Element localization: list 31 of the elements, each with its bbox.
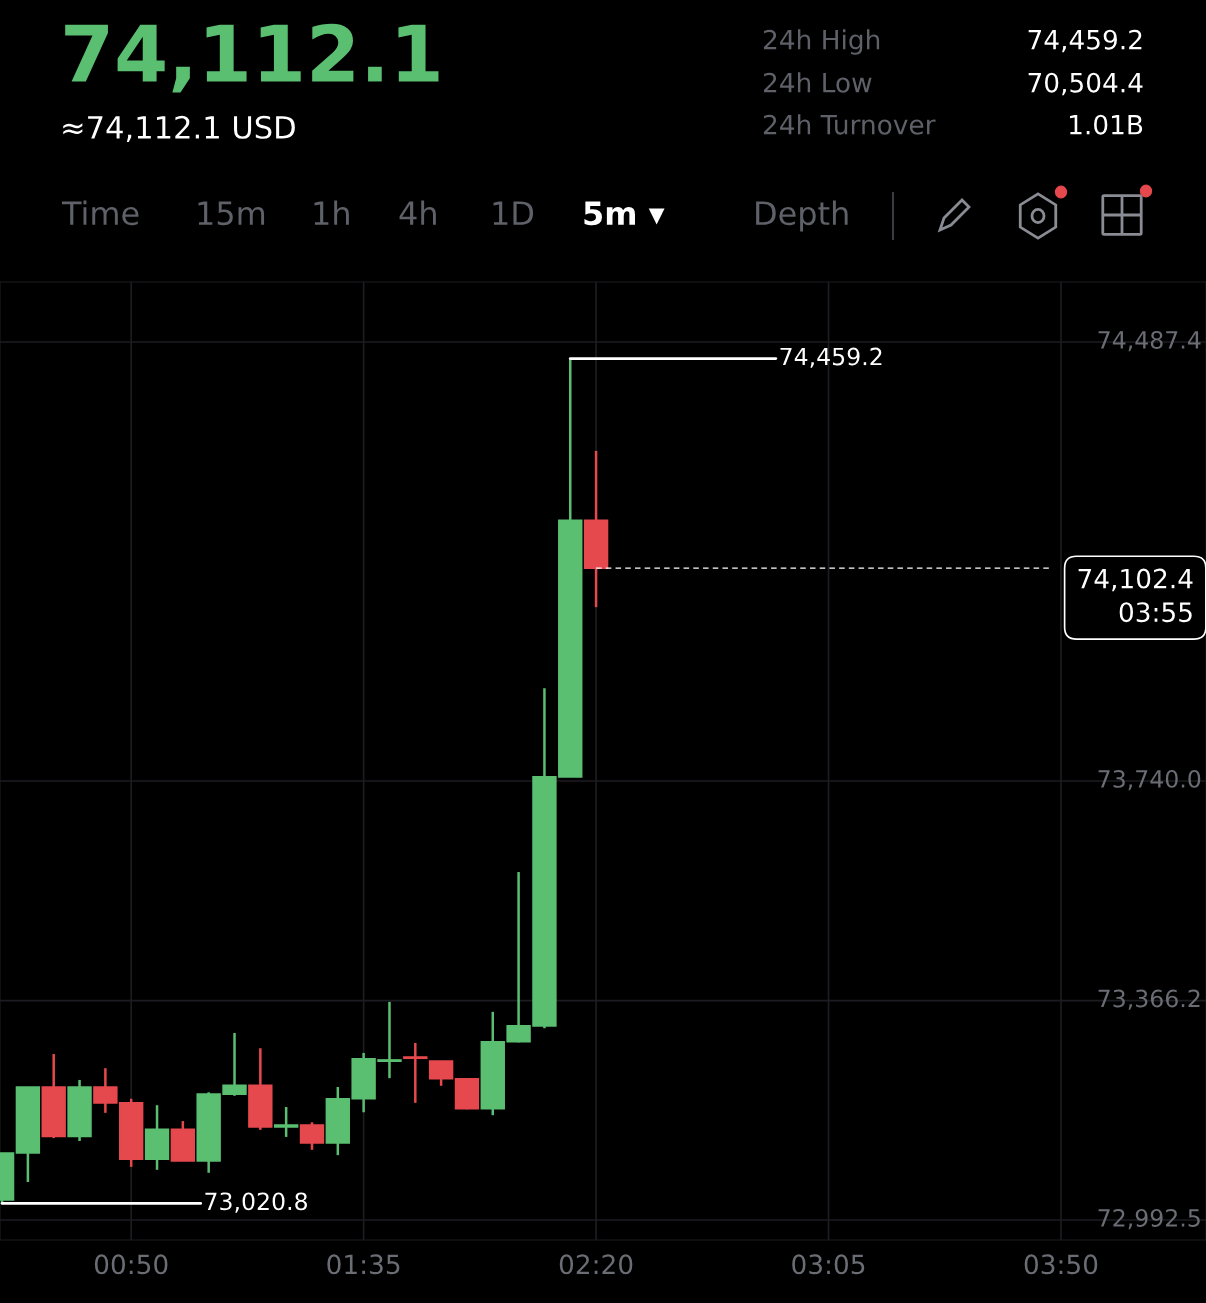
x-tick-label: 01:35 bbox=[327, 1254, 400, 1275]
text: 15m bbox=[198, 201, 265, 226]
text: 24h High bbox=[763, 29, 880, 55]
annotation: 74,459.2 bbox=[780, 347, 882, 368]
y-tick-label: 72,992.5 bbox=[1098, 1209, 1200, 1230]
text: 4h bbox=[399, 200, 436, 225]
x-tick-label: 03:50 bbox=[1024, 1254, 1098, 1275]
chart-title: 74,112.1 bbox=[65, 23, 439, 93]
x-tick-label: 00:50 bbox=[94, 1254, 168, 1275]
text: 24h Turnover bbox=[763, 114, 936, 135]
y-tick-label: 74,487.4 bbox=[1098, 331, 1201, 352]
text: 1.01B bbox=[1070, 114, 1143, 135]
text: 24h Low bbox=[763, 72, 872, 93]
candlestick bbox=[403, 1041, 428, 1105]
text: 74,459.2 bbox=[1028, 29, 1142, 53]
y-tick-label: 73,740.0 bbox=[1098, 769, 1201, 791]
text: 5m ▾ bbox=[584, 201, 665, 226]
ref-line-label: 74,102.4 03:55 bbox=[1078, 568, 1193, 623]
text: Time bbox=[61, 200, 139, 226]
text: 1h bbox=[314, 200, 349, 225]
candlestick bbox=[299, 1120, 325, 1152]
annotation: 73,020.8 bbox=[205, 1192, 307, 1213]
x-tick-label: 02:20 bbox=[559, 1254, 633, 1275]
y-tick-label: 73,366.2 bbox=[1098, 989, 1200, 1010]
candlestick bbox=[428, 1059, 454, 1088]
candlestick bbox=[273, 1105, 299, 1139]
text: Depth bbox=[756, 200, 848, 232]
text: 70,504.4 bbox=[1028, 72, 1143, 96]
x-tick-label: 03:05 bbox=[792, 1254, 865, 1275]
text: 1D bbox=[493, 201, 534, 225]
chart-subtitle: ≈74,112.1 USD bbox=[63, 115, 295, 142]
